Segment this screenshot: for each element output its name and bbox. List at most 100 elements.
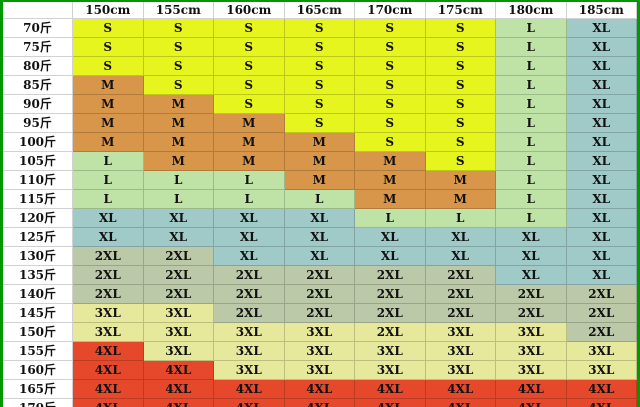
size-cell: S — [143, 76, 214, 95]
size-cell: L — [214, 171, 285, 190]
size-cell: 4XL — [355, 399, 426, 407]
size-cell: XL — [284, 209, 355, 228]
size-chart-table: 150cm 155cm 160cm 165cm 170cm 175cm 180c… — [3, 2, 637, 407]
size-cell: 4XL — [566, 399, 637, 407]
size-cell: S — [355, 57, 426, 76]
size-cell: 3XL — [425, 342, 496, 361]
size-cell: 2XL — [355, 304, 426, 323]
size-cell: XL — [496, 266, 567, 285]
size-cell: XL — [214, 209, 285, 228]
size-cell: 3XL — [214, 361, 285, 380]
size-cell: L — [496, 133, 567, 152]
table-row: 105斤 L M M M M S L XL — [3, 152, 637, 171]
size-cell: 3XL — [496, 342, 567, 361]
size-cell: XL — [566, 152, 637, 171]
size-cell: M — [73, 133, 144, 152]
size-cell: 3XL — [496, 323, 567, 342]
size-cell: S — [214, 57, 285, 76]
size-cell: XL — [496, 228, 567, 247]
size-cell: XL — [284, 247, 355, 266]
size-cell: XL — [143, 228, 214, 247]
size-cell: XL — [566, 266, 637, 285]
size-cell: 4XL — [73, 361, 144, 380]
size-cell: 2XL — [355, 285, 426, 304]
size-cell: S — [284, 19, 355, 38]
size-cell: XL — [566, 209, 637, 228]
size-cell: S — [284, 95, 355, 114]
size-cell: XL — [566, 114, 637, 133]
row-header-weight: 120斤 — [3, 209, 73, 228]
row-header-weight: 80斤 — [3, 57, 73, 76]
size-cell: M — [143, 114, 214, 133]
size-cell: 2XL — [496, 304, 567, 323]
size-cell: 4XL — [284, 399, 355, 407]
size-cell: 2XL — [143, 266, 214, 285]
table-row: 80斤 S S S S S S L XL — [3, 57, 637, 76]
size-cell: L — [496, 152, 567, 171]
column-header-160cm: 160cm — [214, 2, 285, 19]
size-cell: 2XL — [566, 285, 637, 304]
size-cell: XL — [566, 228, 637, 247]
size-cell: M — [73, 114, 144, 133]
size-cell: 2XL — [284, 304, 355, 323]
size-cell: S — [425, 95, 496, 114]
table-row: 160斤 4XL 4XL 3XL 3XL 3XL 3XL 3XL 3XL — [3, 361, 637, 380]
size-cell: 3XL — [425, 323, 496, 342]
size-cell: S — [425, 57, 496, 76]
size-cell: 3XL — [496, 361, 567, 380]
size-cell: 2XL — [566, 304, 637, 323]
row-header-weight: 90斤 — [3, 95, 73, 114]
table-row: 70斤 S S S S S S L XL — [3, 19, 637, 38]
size-cell: XL — [214, 247, 285, 266]
table-row: 165斤 4XL 4XL 4XL 4XL 4XL 4XL 4XL 4XL — [3, 380, 637, 399]
size-cell: S — [73, 38, 144, 57]
size-cell: S — [214, 38, 285, 57]
size-cell: 3XL — [284, 361, 355, 380]
table-row: 85斤 M S S S S S L XL — [3, 76, 637, 95]
row-header-weight: 135斤 — [3, 266, 73, 285]
size-cell: 2XL — [214, 304, 285, 323]
size-cell: XL — [566, 171, 637, 190]
size-cell: S — [143, 38, 214, 57]
size-cell: S — [425, 19, 496, 38]
row-header-weight: 85斤 — [3, 76, 73, 95]
size-cell: S — [214, 19, 285, 38]
size-cell: 4XL — [425, 380, 496, 399]
table-row: 95斤 M M M S S S L XL — [3, 114, 637, 133]
column-header-170cm: 170cm — [355, 2, 426, 19]
size-cell: XL — [355, 247, 426, 266]
table-row: 75斤 S S S S S S L XL — [3, 38, 637, 57]
size-cell: XL — [73, 209, 144, 228]
size-cell: L — [214, 190, 285, 209]
size-cell: 4XL — [214, 399, 285, 407]
size-cell: 3XL — [73, 323, 144, 342]
size-cell: L — [496, 190, 567, 209]
column-header-165cm: 165cm — [284, 2, 355, 19]
size-cell: 2XL — [214, 285, 285, 304]
size-cell: 3XL — [214, 323, 285, 342]
size-cell: S — [355, 95, 426, 114]
header-row: 150cm 155cm 160cm 165cm 170cm 175cm 180c… — [3, 2, 637, 19]
size-cell: 3XL — [284, 342, 355, 361]
size-cell: M — [355, 171, 426, 190]
size-cell: S — [425, 133, 496, 152]
row-header-weight: 150斤 — [3, 323, 73, 342]
size-cell: 3XL — [284, 323, 355, 342]
size-cell: S — [425, 152, 496, 171]
size-cell: 4XL — [73, 380, 144, 399]
size-cell: 4XL — [566, 380, 637, 399]
size-cell: M — [284, 152, 355, 171]
size-cell: 3XL — [143, 342, 214, 361]
size-cell: 4XL — [496, 399, 567, 407]
size-cell: XL — [143, 209, 214, 228]
size-cell: 4XL — [284, 380, 355, 399]
size-cell: XL — [284, 228, 355, 247]
row-header-weight: 115斤 — [3, 190, 73, 209]
table-row: 140斤 2XL 2XL 2XL 2XL 2XL 2XL 2XL 2XL — [3, 285, 637, 304]
corner-cell — [3, 2, 73, 19]
row-header-weight: 145斤 — [3, 304, 73, 323]
row-header-weight: 155斤 — [3, 342, 73, 361]
size-cell: 4XL — [73, 399, 144, 407]
size-cell: 2XL — [355, 266, 426, 285]
